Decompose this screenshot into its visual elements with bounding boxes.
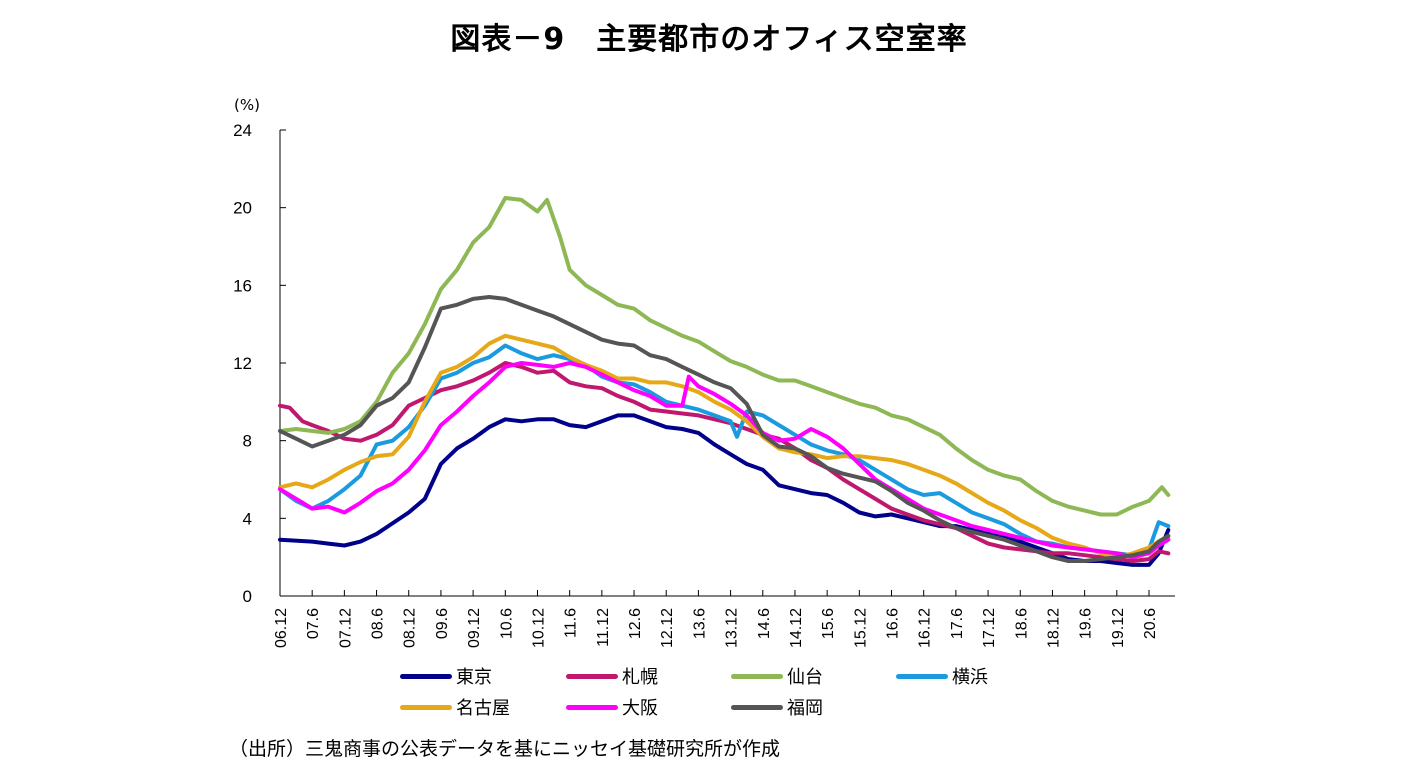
legend-label-sapporo: 札幌 bbox=[622, 667, 658, 688]
legend-label-tokyo: 東京 bbox=[456, 667, 492, 688]
series-line-6 bbox=[278, 361, 1171, 560]
x-tick-label: 09.6 bbox=[434, 608, 451, 639]
x-tick-label: 15.12 bbox=[852, 608, 869, 648]
source-note: （出所）三鬼商事の公表データを基にニッセイ基礎研究所が作成 bbox=[229, 738, 781, 760]
x-tick-label: 10.12 bbox=[530, 608, 547, 648]
legend-label-osaka: 大阪 bbox=[622, 698, 658, 719]
x-tick-label: 20.6 bbox=[1142, 608, 1159, 639]
x-tick-label: 19.12 bbox=[1110, 608, 1127, 648]
legend-swatch-sendai bbox=[731, 673, 783, 679]
legend-item-yokohama: 横浜 bbox=[896, 664, 988, 688]
series-line-1 bbox=[278, 413, 1171, 567]
x-tick-label: 13.12 bbox=[724, 608, 741, 648]
legend-swatch-yokohama bbox=[896, 673, 948, 679]
legend-swatch-sapporo bbox=[566, 673, 618, 679]
series-line-5 bbox=[278, 333, 1171, 560]
x-tick-label: 16.12 bbox=[917, 608, 934, 648]
series-line-7 bbox=[278, 295, 1171, 563]
y-tick-label: 0 bbox=[243, 587, 252, 606]
x-tick-label: 08.6 bbox=[370, 608, 387, 639]
x-tick-label: 13.6 bbox=[691, 608, 708, 639]
legend-swatch-tokyo bbox=[400, 673, 452, 679]
x-tick-label: 08.12 bbox=[402, 608, 419, 648]
x-tick-label: 17.12 bbox=[981, 608, 998, 648]
y-tick-label: 16 bbox=[233, 276, 252, 295]
y-tick-label: 4 bbox=[243, 509, 252, 528]
x-tick-label: 14.12 bbox=[788, 608, 805, 648]
y-tick-label: 12 bbox=[233, 354, 252, 373]
legend-item-nagoya: 名古屋 bbox=[400, 695, 510, 719]
legend-label-fukuoka: 福岡 bbox=[787, 698, 823, 719]
x-tick-label: 15.6 bbox=[820, 608, 837, 639]
x-tick-label: 11.6 bbox=[563, 608, 580, 638]
x-tick-label: 19.6 bbox=[1078, 608, 1095, 639]
x-tick-label: 12.12 bbox=[659, 608, 676, 648]
x-tick-label: 12.6 bbox=[627, 608, 644, 639]
x-tick-label: 07.12 bbox=[337, 608, 354, 648]
legend-item-sendai: 仙台 bbox=[731, 664, 823, 688]
legend-label-sendai: 仙台 bbox=[787, 667, 823, 688]
chart-title: 図表－9 主要都市のオフィス空室率 bbox=[450, 22, 968, 57]
x-tick-label: 14.6 bbox=[756, 608, 773, 639]
x-tick-label: 18.6 bbox=[1013, 608, 1030, 639]
y-tick-label: 24 bbox=[233, 121, 252, 140]
x-tick-label: 16.6 bbox=[885, 608, 902, 639]
legend-swatch-osaka bbox=[566, 704, 618, 710]
y-axis-unit-label: (%) bbox=[234, 96, 260, 114]
series-line-3 bbox=[278, 196, 1171, 517]
legend-item-sapporo: 札幌 bbox=[566, 664, 658, 688]
x-tick-label: 10.6 bbox=[498, 608, 515, 639]
x-tick-label: 11.12 bbox=[595, 608, 612, 647]
legend-label-yokohama: 横浜 bbox=[952, 667, 988, 688]
y-tick-label: 20 bbox=[233, 199, 252, 218]
x-tick-label: 18.12 bbox=[1045, 608, 1062, 648]
legend-item-tokyo: 東京 bbox=[400, 664, 492, 688]
x-tick-label: 07.6 bbox=[305, 608, 322, 639]
legend-item-fukuoka: 福岡 bbox=[731, 695, 823, 719]
x-tick-label: 17.6 bbox=[949, 608, 966, 639]
legend-item-osaka: 大阪 bbox=[566, 695, 658, 719]
y-tick-label: 8 bbox=[243, 432, 252, 451]
x-tick-label: 09.12 bbox=[466, 608, 483, 648]
legend-swatch-nagoya bbox=[400, 704, 452, 710]
legend-swatch-fukuoka bbox=[731, 704, 783, 710]
legend-label-nagoya: 名古屋 bbox=[456, 698, 510, 719]
x-tick-label: 06.12 bbox=[273, 608, 290, 648]
